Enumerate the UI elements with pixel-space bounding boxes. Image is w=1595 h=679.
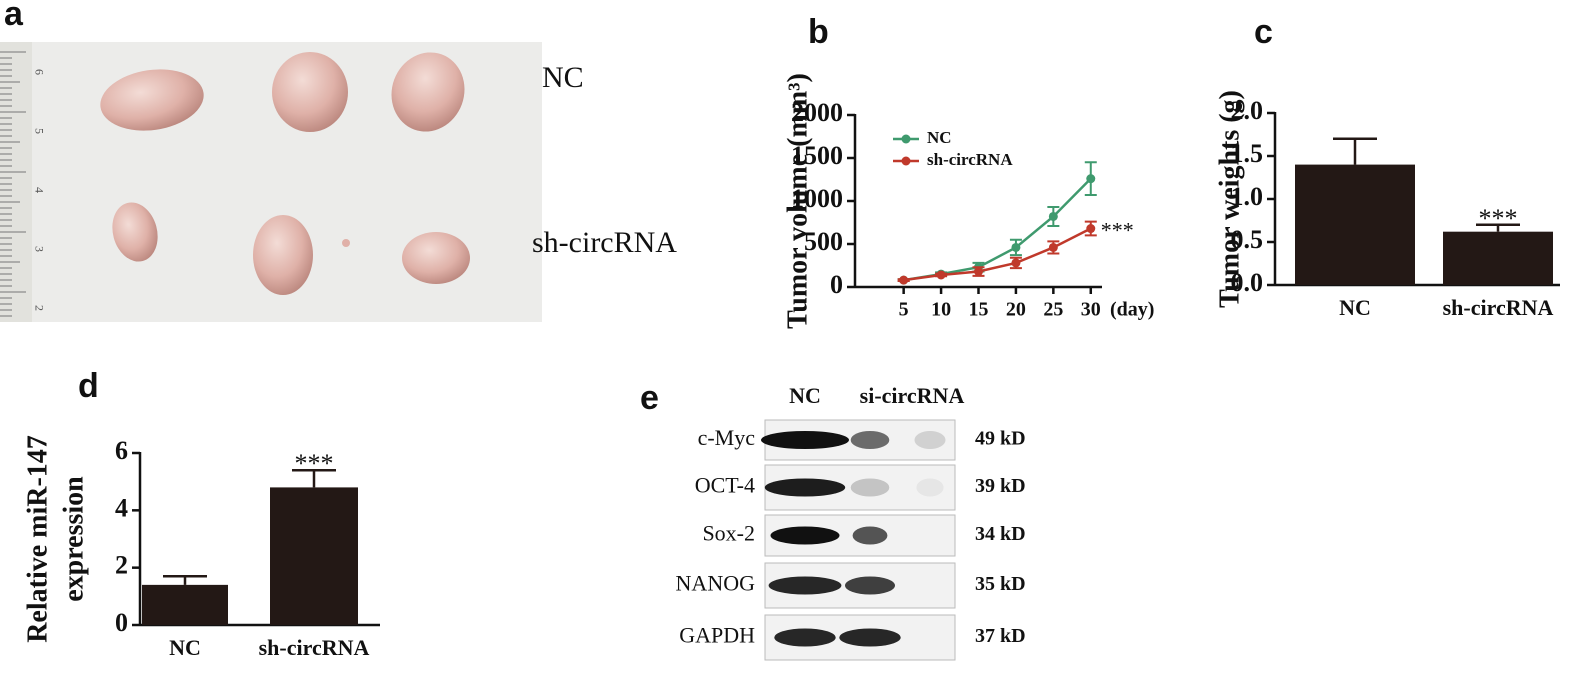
y-tick-label: 2000 — [791, 98, 843, 127]
protein-label: c-Myc — [698, 425, 756, 450]
protein-size: 49 kD — [975, 428, 1026, 450]
blot-band — [914, 431, 946, 449]
ruler-number: 6 — [32, 69, 46, 75]
tumor-photo — [0, 42, 542, 322]
panel-letter: b — [808, 13, 829, 51]
y-tick-label: 0 — [115, 608, 128, 637]
blot-band — [850, 431, 890, 449]
protein-size: 34 kD — [975, 523, 1026, 545]
legend-marker — [901, 134, 911, 144]
legend-marker — [901, 156, 911, 166]
blot-band — [764, 478, 846, 497]
marker — [1086, 174, 1096, 184]
y-tick-label: 0.5 — [1231, 225, 1264, 254]
protein-size: 35 kD — [975, 573, 1026, 595]
protein-size: 39 kD — [975, 475, 1026, 497]
ruler-number: 2 — [32, 305, 46, 311]
bar — [1443, 231, 1553, 285]
x-tick-label: 20 — [1006, 299, 1026, 321]
y-tick-label: 1000 — [791, 184, 843, 213]
row-label: NC — [542, 61, 584, 94]
x-tick-label: 25 — [1043, 299, 1063, 321]
protein-label: OCT-4 — [695, 473, 755, 498]
error-bar — [1333, 137, 1377, 165]
error-bar — [163, 575, 207, 585]
x-tick-label: 5 — [899, 299, 909, 321]
marker — [1086, 224, 1096, 234]
column-label: si-circRNA — [860, 383, 965, 408]
blot-band — [774, 628, 836, 647]
x-axis-label: (day) — [1110, 299, 1154, 321]
x-tick-label: 10 — [931, 299, 951, 321]
ruler-number: 4 — [32, 187, 46, 193]
column-label: NC — [789, 383, 821, 408]
x-tick-label: NC — [1339, 295, 1371, 320]
marker — [899, 275, 909, 285]
panel-letter: e — [640, 379, 659, 417]
row-label: sh-circRNA — [532, 226, 677, 259]
blot-band — [768, 576, 842, 595]
x-tick-label: 30 — [1081, 299, 1101, 321]
marker — [1048, 242, 1058, 252]
x-tick-label: sh-circRNA — [1443, 295, 1554, 320]
panel-letter: a — [4, 0, 24, 33]
y-axis-label: Tumor weights (g) — [1214, 90, 1245, 308]
blot-band — [852, 526, 888, 545]
y-tick-label: 0.0 — [1231, 268, 1264, 297]
panel-letter: c — [1254, 13, 1273, 51]
x-tick-label: 15 — [969, 299, 989, 321]
series-line — [903, 227, 1092, 282]
marker — [974, 267, 983, 277]
series-line — [903, 177, 1092, 282]
blot-band — [761, 431, 849, 449]
blot-band — [845, 576, 895, 595]
y-tick-label: 0 — [830, 270, 843, 299]
y-axis-label: Tumor volume (mm³) — [782, 73, 813, 329]
ruler-number: 5 — [32, 128, 46, 134]
x-tick-label: sh-circRNA — [259, 635, 370, 660]
error-bar — [1476, 223, 1520, 232]
marker — [936, 270, 946, 280]
bar — [142, 584, 228, 625]
y-tick-label: 1500 — [791, 141, 843, 170]
annotation: *** — [1479, 204, 1518, 233]
panel-letter: d — [78, 367, 99, 405]
blot-band — [916, 478, 944, 497]
x-tick-label: NC — [169, 635, 201, 660]
y-axis-label: expression — [58, 476, 89, 602]
y-tick-label: 2.0 — [1231, 96, 1264, 125]
legend-label: NC — [927, 128, 952, 147]
blot-band — [839, 628, 901, 647]
marker — [1011, 242, 1021, 252]
y-tick-label: 1.0 — [1231, 182, 1264, 211]
y-tick-label: 1.5 — [1231, 139, 1264, 168]
marker — [1048, 211, 1058, 221]
protein-label: Sox-2 — [702, 521, 755, 546]
y-tick-label: 2 — [115, 551, 128, 580]
annotation: *** — [295, 449, 334, 478]
annotation: *** — [1101, 218, 1134, 243]
y-axis-label: Relative miR-147 — [22, 435, 53, 643]
error-bar — [292, 468, 336, 488]
bar — [270, 487, 358, 625]
ruler-number: 3 — [32, 246, 46, 252]
protein-label: NANOG — [676, 571, 756, 596]
protein-label: GAPDH — [679, 623, 755, 648]
marker — [1011, 258, 1021, 268]
y-tick-label: 4 — [115, 493, 128, 522]
protein-size: 37 kD — [975, 625, 1026, 647]
bar — [1295, 164, 1415, 285]
y-tick-label: 500 — [804, 227, 843, 256]
blot-band — [770, 526, 840, 545]
blot-band — [850, 478, 890, 497]
y-tick-label: 6 — [115, 436, 128, 465]
legend-label: sh-circRNA — [927, 150, 1013, 169]
